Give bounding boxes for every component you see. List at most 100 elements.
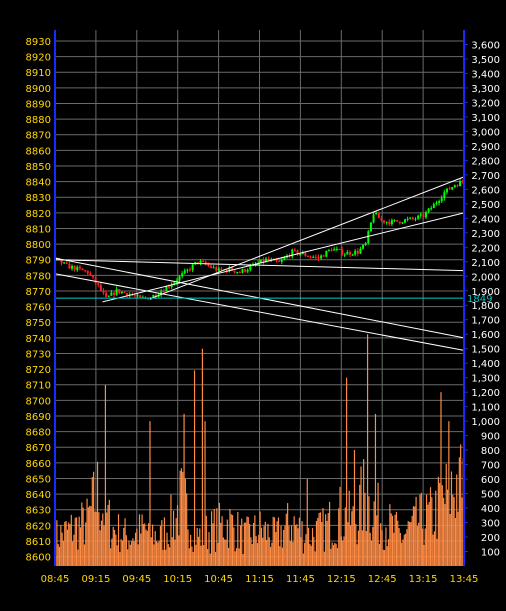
volume-bar bbox=[119, 552, 121, 566]
candle-body bbox=[278, 261, 281, 263]
candle-body bbox=[396, 220, 399, 222]
right-tick-label: 2,000 bbox=[471, 272, 500, 283]
volume-bar bbox=[458, 457, 460, 566]
volume-bar bbox=[102, 513, 104, 566]
volume-bar bbox=[461, 497, 463, 566]
candle-body bbox=[312, 256, 315, 258]
volume-bar bbox=[374, 413, 377, 566]
candle-body bbox=[244, 269, 247, 272]
volume-bar bbox=[384, 550, 386, 566]
volume-bar bbox=[385, 527, 387, 566]
candle-body bbox=[448, 188, 451, 190]
candle-body bbox=[330, 249, 333, 251]
right-tick-label: 1,600 bbox=[471, 330, 500, 341]
candle-body bbox=[173, 282, 176, 285]
volume-bar bbox=[378, 543, 380, 566]
left-tick-label: 8750 bbox=[26, 318, 51, 329]
candle-body bbox=[81, 268, 84, 271]
right-tick-label: 500 bbox=[481, 490, 500, 501]
volume-bar bbox=[128, 540, 130, 566]
candle-body bbox=[369, 222, 372, 232]
price-marker: 1849 bbox=[55, 294, 492, 305]
volume-bar bbox=[121, 540, 124, 566]
volume-bar bbox=[427, 504, 429, 566]
candle-body bbox=[422, 214, 425, 218]
candle-body bbox=[348, 252, 351, 255]
volume-bar bbox=[245, 522, 247, 566]
volume-bar bbox=[125, 535, 127, 566]
volume-bar bbox=[170, 494, 172, 566]
volume-bar bbox=[306, 479, 308, 566]
x-tick-label: 10:15 bbox=[163, 574, 192, 585]
candle-body bbox=[440, 198, 443, 202]
left-tick-label: 8770 bbox=[26, 287, 51, 298]
candle-body bbox=[136, 295, 139, 297]
candle-body bbox=[196, 261, 199, 263]
right-tick-label: 900 bbox=[481, 432, 500, 443]
candle-body bbox=[97, 283, 100, 285]
volume-bar bbox=[302, 553, 304, 566]
left-tick-label: 8620 bbox=[26, 521, 51, 532]
volume-bar bbox=[258, 534, 260, 566]
volume-bar bbox=[229, 508, 231, 566]
left-tick-label: 8870 bbox=[26, 131, 51, 142]
volume-bar bbox=[192, 551, 194, 566]
candle-body bbox=[92, 275, 95, 278]
left-tick-label: 8650 bbox=[26, 474, 51, 485]
volume-bar bbox=[78, 516, 80, 566]
candle-body bbox=[414, 218, 417, 220]
volume-bar bbox=[100, 520, 103, 566]
volume-bar bbox=[153, 544, 155, 566]
candle-body bbox=[181, 273, 184, 277]
candle-body bbox=[183, 270, 186, 274]
volume-bar bbox=[376, 515, 378, 566]
volume-bar bbox=[56, 520, 58, 566]
right-tick-label: 2,100 bbox=[471, 258, 500, 269]
volume-bar bbox=[281, 547, 283, 566]
candle-body bbox=[259, 259, 262, 264]
candle-body bbox=[359, 248, 362, 254]
volume-bar bbox=[159, 525, 162, 566]
volume-bar bbox=[144, 523, 146, 566]
volume-bar bbox=[211, 511, 213, 566]
volume-bar bbox=[363, 459, 365, 566]
volume-bar bbox=[460, 444, 462, 566]
volume-bars bbox=[55, 334, 464, 566]
volume-bar bbox=[138, 514, 141, 566]
candle-body bbox=[320, 255, 323, 259]
left-tick-label: 8820 bbox=[26, 209, 51, 220]
volume-bar bbox=[197, 536, 200, 566]
volume-bar bbox=[339, 486, 341, 566]
candle-body bbox=[265, 258, 268, 262]
volume-bar bbox=[340, 536, 342, 566]
right-tick-label: 3,500 bbox=[471, 55, 500, 66]
volume-bar bbox=[86, 498, 88, 566]
volume-bar bbox=[456, 474, 458, 566]
right-tick-label: 2,700 bbox=[471, 171, 500, 182]
right-tick-label: 2,400 bbox=[471, 214, 500, 225]
volume-bar bbox=[208, 532, 210, 566]
volume-bar bbox=[149, 421, 151, 566]
volume-bar bbox=[406, 529, 408, 566]
x-tick-label: 12:15 bbox=[327, 574, 356, 585]
candle-body bbox=[238, 272, 241, 274]
volume-bar bbox=[228, 547, 230, 566]
trend-line bbox=[54, 273, 465, 351]
candle-body bbox=[78, 266, 81, 269]
right-tick-label: 1,700 bbox=[471, 316, 500, 327]
volume-bar bbox=[381, 530, 383, 566]
candle-body bbox=[275, 259, 278, 262]
candle-body bbox=[385, 221, 388, 223]
volume-bar bbox=[162, 549, 164, 566]
candle-body bbox=[309, 256, 312, 258]
volume-bar bbox=[342, 540, 344, 566]
x-tick-label: 08:45 bbox=[41, 574, 70, 585]
volume-bar bbox=[233, 527, 235, 566]
volume-bar bbox=[369, 532, 371, 566]
volume-bar bbox=[187, 529, 189, 566]
volume-bar bbox=[112, 526, 114, 566]
candle-body bbox=[102, 290, 105, 293]
volume-bar bbox=[403, 534, 405, 566]
volume-bar bbox=[266, 539, 268, 566]
right-tick-label: 2,200 bbox=[471, 243, 500, 254]
